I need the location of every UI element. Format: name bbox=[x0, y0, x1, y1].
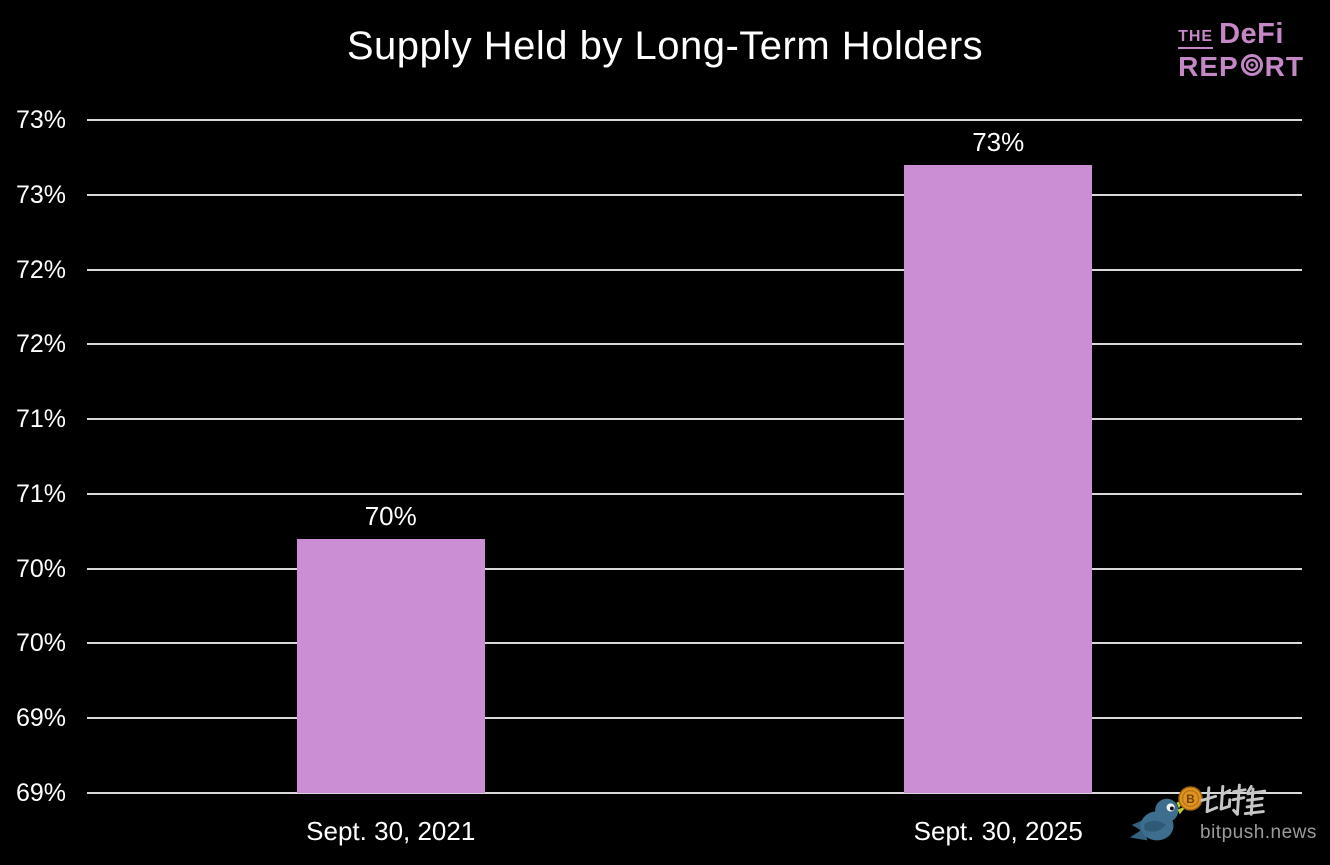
y-axis-tick-label: 72% bbox=[15, 255, 66, 284]
gridline bbox=[87, 193, 1302, 196]
bar-value-label: 73% bbox=[972, 126, 1025, 157]
gridline bbox=[87, 268, 1302, 271]
logo-word-rt: RT bbox=[1264, 50, 1304, 82]
gridline bbox=[87, 418, 1302, 421]
y-axis-tick-label: 73% bbox=[15, 180, 66, 209]
gridline bbox=[87, 343, 1302, 346]
gridline bbox=[87, 717, 1302, 720]
y-axis-tick-label: 72% bbox=[15, 330, 66, 359]
bar-value-label: 70% bbox=[364, 500, 417, 531]
gridline bbox=[87, 492, 1302, 495]
bitpush-bird-icon bbox=[1128, 790, 1190, 857]
y-axis-tick-label: 71% bbox=[15, 479, 66, 508]
gridline bbox=[87, 792, 1302, 794]
gridline bbox=[87, 642, 1302, 645]
y-axis-tick-label: 71% bbox=[15, 405, 66, 434]
x-axis-category-label: Sept. 30, 2025 bbox=[913, 816, 1083, 846]
bitpush-watermark: B bitpush.news bbox=[1126, 780, 1330, 865]
target-o-icon bbox=[1239, 52, 1265, 81]
logo-word-the: THE bbox=[1178, 29, 1214, 49]
bitpush-domain: bitpush.news bbox=[1200, 822, 1317, 843]
bitcoin-coin-icon: B bbox=[1178, 786, 1203, 816]
y-axis-tick-label: 73% bbox=[15, 106, 66, 134]
x-axis-category-label: Sept. 30, 2021 bbox=[306, 816, 476, 846]
defi-report-logo: THE DeFi REP RT bbox=[1178, 20, 1304, 81]
svg-text:B: B bbox=[1186, 792, 1195, 806]
chart-title: Supply Held by Long-Term Holders bbox=[346, 24, 984, 68]
y-axis-tick-label: 70% bbox=[15, 554, 66, 583]
y-axis-tick-label: 70% bbox=[15, 629, 66, 658]
gridline bbox=[87, 119, 1302, 121]
logo-word-defi: DeFi bbox=[1219, 18, 1284, 50]
bar bbox=[296, 538, 485, 793]
logo-word-rep: REP bbox=[1178, 50, 1239, 82]
gridline bbox=[87, 567, 1302, 570]
bitpush-cn-name bbox=[1200, 782, 1267, 825]
y-axis-tick-label: 69% bbox=[15, 704, 66, 733]
y-axis-tick-label: 69% bbox=[15, 779, 66, 807]
bar bbox=[904, 164, 1093, 793]
